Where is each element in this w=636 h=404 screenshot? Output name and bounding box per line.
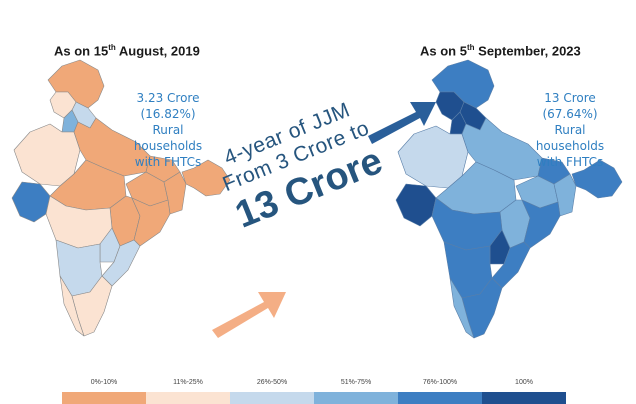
left-stat-value: 3.23 Crore (136, 91, 200, 105)
legend-label: 11%-25% (173, 379, 203, 386)
region-kerala-left (59, 275, 85, 337)
legend-label: 100% (515, 379, 533, 386)
legend-swatch (314, 392, 398, 404)
legend-item: 76%-100% (398, 378, 482, 404)
legend-item: 51%-75% (314, 378, 398, 404)
blue-arrow-icon (368, 102, 436, 144)
legend-swatch (146, 392, 230, 404)
legend-label: 0%-10% (90, 379, 118, 386)
left-map-stat: 3.23 Crore (16.82%) Rural households wit… (118, 90, 218, 170)
region-gujarat-left (11, 181, 51, 223)
right-map (395, 59, 623, 339)
region-gujarat-right (395, 183, 437, 227)
left-stat-line2: with FHTCs (134, 155, 202, 169)
region-rajasthan-left (13, 123, 81, 187)
region-odisha-left (131, 197, 171, 247)
region-northeast-left (181, 159, 231, 197)
right-map-date-heading: As on 5th September, 2023 (420, 43, 581, 59)
left-stat-percent: (16.82%) (140, 107, 196, 121)
right-stat-percent: (67.64%) (542, 107, 598, 121)
legend-swatch (482, 392, 566, 404)
right-stat-line2: with FHTCs (536, 155, 604, 169)
legend-item: 11%-25% (146, 378, 230, 404)
legend-label: 76%-100% (422, 379, 458, 386)
region-rajasthan-right (397, 125, 469, 189)
region-odisha-right (521, 199, 561, 249)
left-stat-line1: Rural households (133, 123, 203, 153)
region-northeast-right (571, 159, 623, 199)
legend-item: 26%-50% (230, 378, 314, 404)
legend-swatch (230, 392, 314, 404)
region-kerala-right (449, 277, 475, 339)
legend-item: 0%-10% (62, 378, 146, 404)
legend-item: 100% (482, 378, 566, 404)
left-map (11, 59, 231, 337)
right-stat-value: 13 Crore (544, 91, 596, 105)
legend-swatch (398, 392, 482, 404)
legend-label: 51%-75% (340, 379, 372, 386)
right-stat-line1: Rural households (535, 123, 605, 153)
legend-swatch (62, 392, 146, 404)
legend: 0%-10% 11%-25% 26%-50% 51%-75% 76%-100% … (62, 378, 568, 404)
left-map-date-heading: As on 15th August, 2019 (54, 43, 200, 59)
orange-arrow-icon (212, 292, 286, 338)
right-map-stat: 13 Crore (67.64%) Rural households with … (522, 90, 618, 170)
legend-label: 26%-50% (256, 379, 288, 386)
